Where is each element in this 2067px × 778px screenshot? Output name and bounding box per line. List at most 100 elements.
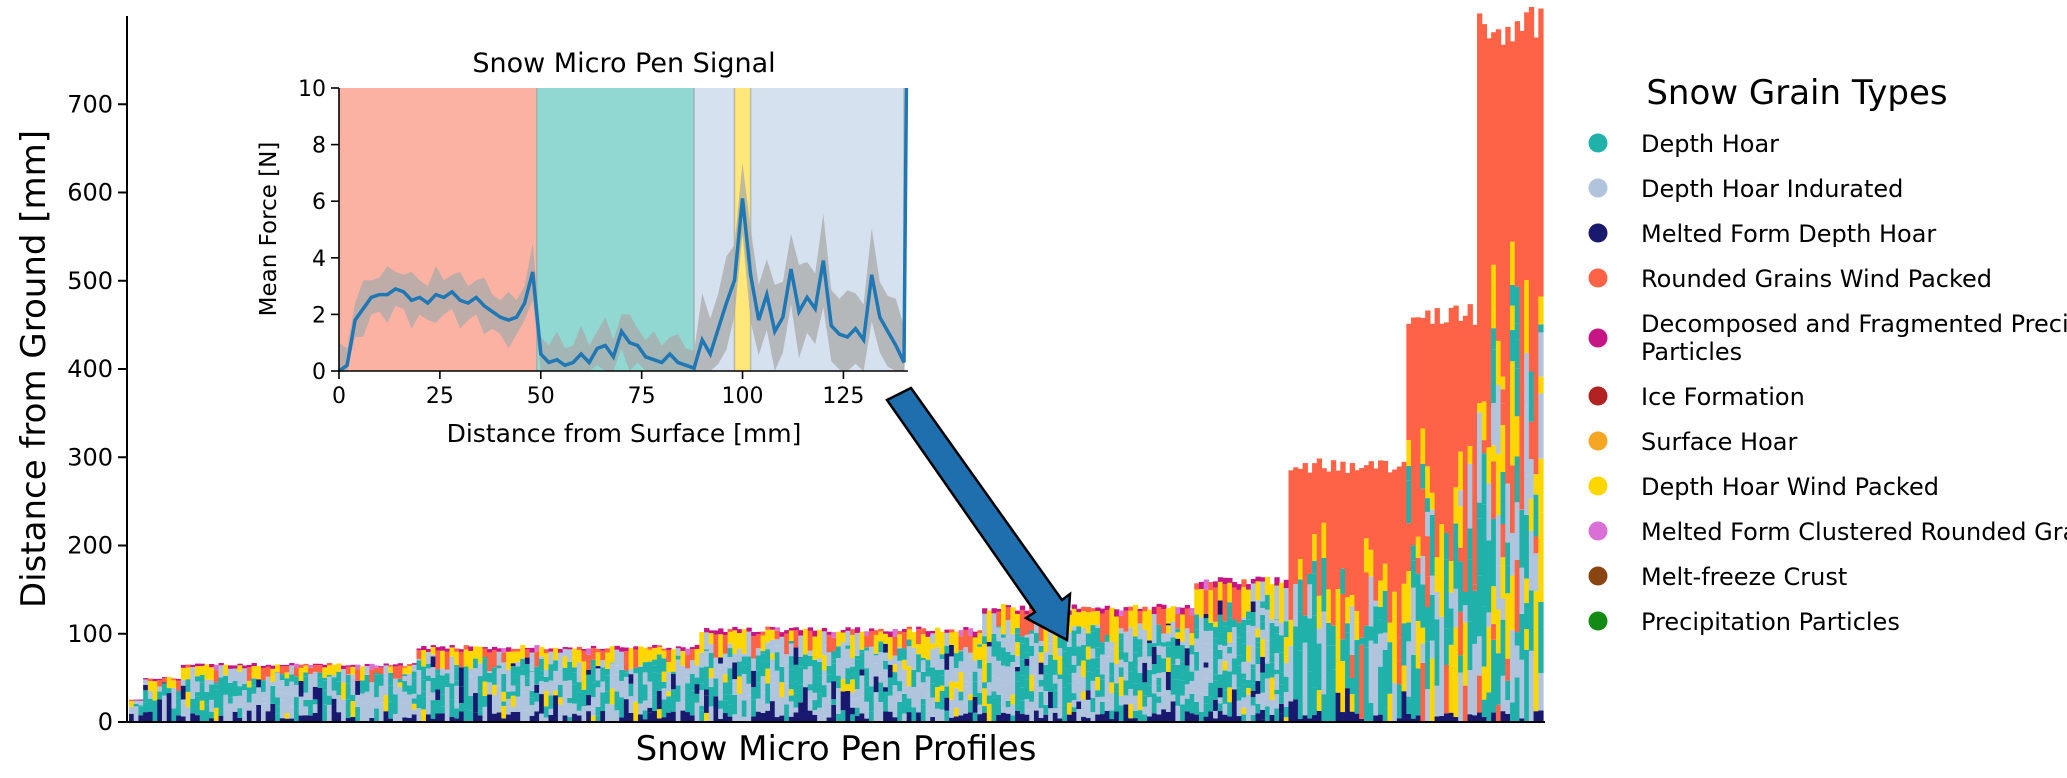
- profile-layer-segment: [1033, 710, 1040, 722]
- profile-layer-segment: [1495, 704, 1502, 722]
- profile-layer-segment: [897, 660, 903, 682]
- profile-layer-segment: [878, 628, 884, 632]
- profile-layer-segment: [289, 694, 295, 707]
- profile-layer-segment: [722, 682, 729, 695]
- profile-layer-segment: [477, 676, 484, 691]
- profile-layer-segment: [331, 698, 337, 722]
- profile-layer-segment: [133, 714, 140, 722]
- profile-layer-segment: [652, 678, 658, 696]
- profile-bar: [270, 665, 276, 722]
- profile-bar: [1396, 466, 1403, 722]
- legend-item: Melt-freeze Crust: [1588, 563, 1847, 591]
- profile-layer-segment: [1024, 679, 1030, 700]
- profile-layer-segment: [458, 703, 465, 712]
- profile-layer-segment: [737, 661, 743, 677]
- profile-layer-segment: [732, 626, 738, 631]
- profile-layer-segment: [1533, 536, 1539, 554]
- inset-signal-variance-band: [339, 163, 904, 371]
- profile-bar: [892, 629, 898, 722]
- profile-layer-segment: [411, 671, 418, 679]
- profile-layer-segment: [878, 702, 884, 711]
- profile-bar: [694, 644, 700, 722]
- profile-layer-segment: [972, 681, 978, 697]
- profile-layer-segment: [661, 699, 667, 718]
- profile-layer-segment: [1114, 672, 1120, 684]
- profile-layer-segment: [1175, 698, 1181, 706]
- profile-layer-segment: [407, 717, 413, 722]
- profile-layer-segment: [807, 627, 814, 631]
- profile-layer-segment: [1203, 643, 1209, 663]
- profile-bar: [576, 646, 583, 722]
- profile-bar: [1524, 12, 1530, 722]
- profile-layer-segment: [572, 657, 578, 668]
- profile-bar: [883, 631, 889, 722]
- profile-layer-segment: [713, 678, 719, 697]
- profile-layer-segment: [958, 651, 964, 662]
- profile-layer-segment: [510, 685, 517, 692]
- profile-layer-segment: [227, 665, 234, 669]
- profile-layer-segment: [967, 656, 974, 674]
- profile-layer-segment: [826, 674, 832, 683]
- profile-layer-segment: [722, 674, 729, 683]
- profile-layer-segment: [1528, 498, 1535, 531]
- profile-layer-segment: [963, 627, 969, 631]
- profile-layer-segment: [755, 648, 762, 656]
- profile-layer-segment: [1043, 664, 1049, 674]
- profile-layer-segment: [897, 681, 903, 692]
- profile-layer-segment: [727, 704, 733, 717]
- profile-layer-segment: [911, 632, 917, 648]
- profile-bar: [854, 627, 861, 722]
- profile-layer-segment: [836, 675, 842, 682]
- profile-layer-segment: [392, 694, 399, 715]
- profile-layer-segment: [138, 699, 144, 701]
- profile-bar: [722, 631, 729, 722]
- profile-layer-segment: [293, 663, 300, 668]
- profile-layer-segment: [590, 715, 597, 722]
- profile-layer-segment: [1514, 323, 1521, 340]
- profile-layer-segment: [1198, 693, 1205, 712]
- profile-layer-segment: [1491, 328, 1497, 350]
- profile-layer-segment: [557, 675, 564, 685]
- profile-layer-segment: [1486, 447, 1492, 484]
- profile-layer-segment: [392, 714, 399, 722]
- profile-layer-segment: [1462, 315, 1469, 592]
- profile-layer-segment: [454, 667, 460, 681]
- profile-bar: [1510, 41, 1516, 722]
- profile-layer-segment: [1142, 633, 1148, 650]
- profile-layer-segment: [666, 712, 672, 722]
- profile-layer-segment: [1123, 680, 1129, 696]
- profile-layer-segment: [906, 712, 913, 722]
- profile-layer-segment: [803, 628, 809, 655]
- profile-layer-segment: [859, 713, 865, 722]
- profile-layer-segment: [1425, 689, 1431, 722]
- profile-layer-segment: [1458, 672, 1464, 722]
- profile-layer-segment: [1203, 703, 1209, 717]
- profile-layer-segment: [1005, 605, 1011, 608]
- profile-layer-segment: [1010, 704, 1016, 716]
- profile-layer-segment: [133, 706, 140, 715]
- profile-layer-segment: [1420, 463, 1426, 489]
- profile-layer-segment: [1123, 695, 1129, 705]
- profile-layer-segment: [275, 691, 281, 698]
- profile-layer-segment: [506, 647, 512, 652]
- profile-bar: [1477, 13, 1483, 722]
- profile-layer-segment: [817, 693, 823, 708]
- profile-layer-segment: [1104, 641, 1110, 657]
- profile-layer-segment: [1340, 461, 1346, 569]
- profile-layer-segment: [1000, 712, 1007, 722]
- profile-layer-segment: [1425, 310, 1431, 467]
- profile-layer-segment: [1274, 663, 1280, 670]
- profile-layer-segment: [1170, 679, 1176, 695]
- profile-layer-segment: [1533, 643, 1539, 712]
- profile-layer-segment: [1382, 707, 1389, 722]
- profile-bar: [1189, 607, 1195, 722]
- profile-layer-segment: [572, 684, 578, 704]
- profile-layer-segment: [977, 680, 983, 693]
- profile-layer-segment: [619, 651, 625, 670]
- profile-layer-segment: [1095, 676, 1101, 691]
- profile-layer-segment: [350, 701, 356, 717]
- profile-layer-segment: [520, 710, 526, 722]
- profile-layer-segment: [553, 695, 559, 722]
- profile-layer-segment: [1524, 353, 1530, 390]
- profile-bar: [567, 647, 573, 722]
